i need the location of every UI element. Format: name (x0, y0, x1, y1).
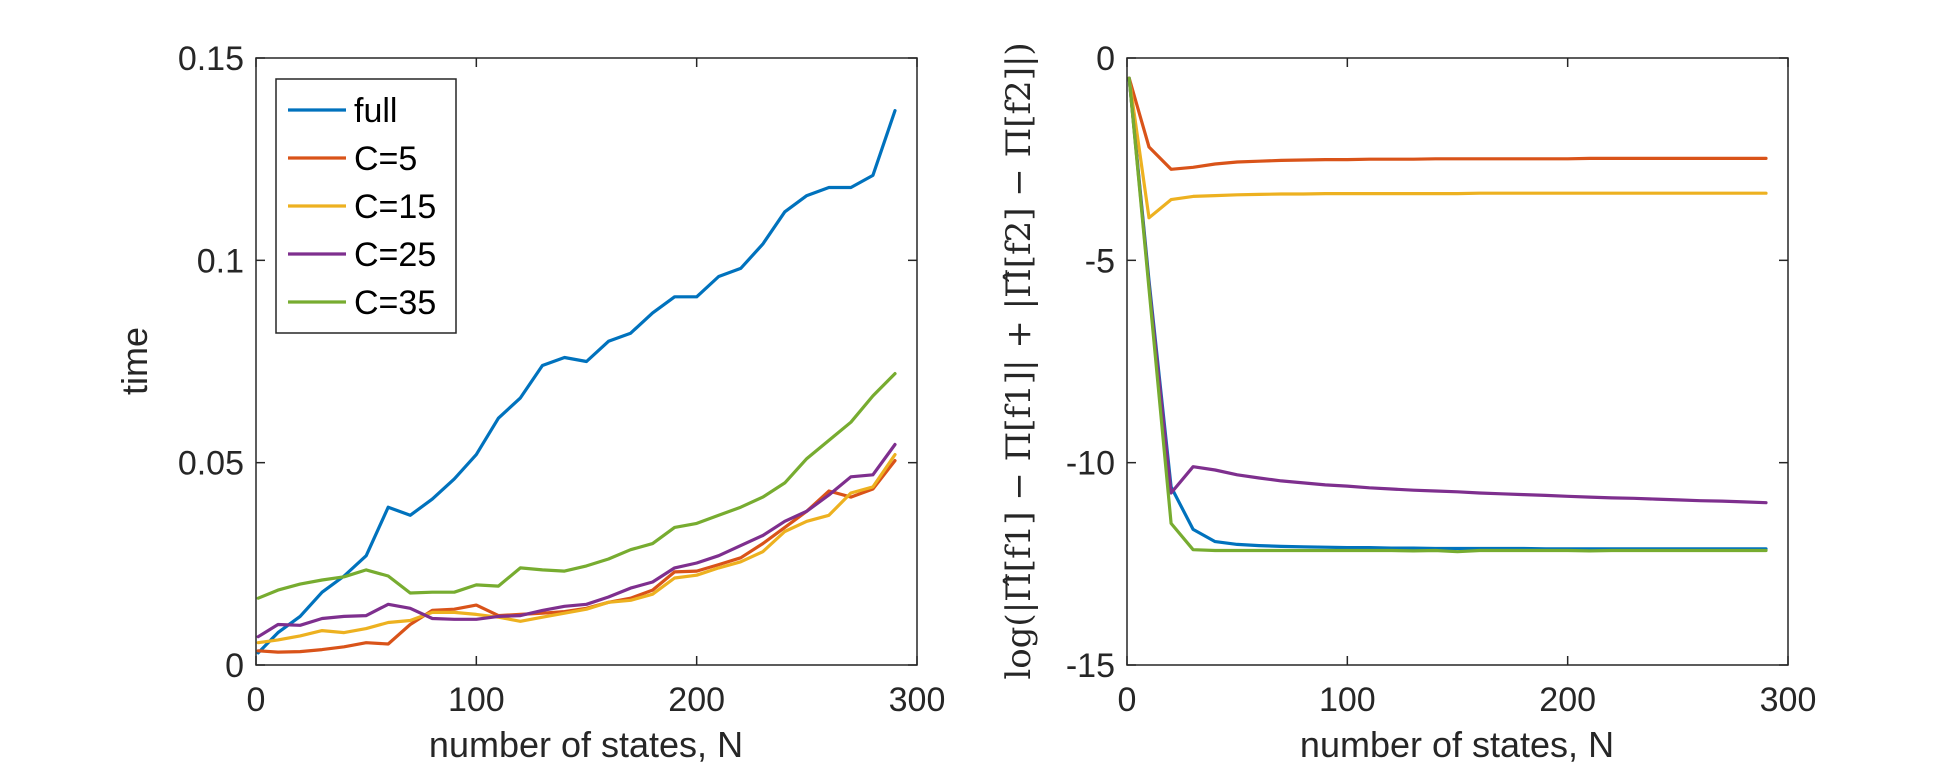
right-xtick-label: 100 (1319, 681, 1376, 719)
legend-label: C=35 (354, 284, 436, 322)
right-xtick-label: 0 (1118, 681, 1137, 719)
left-ytick-label: 0.05 (178, 445, 244, 483)
right-ytick-label: -15 (1066, 647, 1115, 685)
right-xtick-label: 300 (1760, 681, 1817, 719)
left-series-full (256, 108, 897, 655)
legend-label: C=25 (354, 236, 436, 274)
right-ticks: 0 100 200 300 -15 -10 -5 0 (1066, 40, 1817, 719)
legend: full C=5 C=15 C=25 C=35 (275, 78, 457, 334)
right-ytick-label: -5 (1085, 242, 1115, 280)
right-chart: 0 100 200 300-15-10-50 number of states, N … (999, 40, 1816, 765)
right-ytick-label: 0 (1096, 40, 1115, 78)
right-plot-box (1126, 57, 1789, 666)
left-xtick-label: 0 (247, 681, 266, 719)
left-xlabel: number of states, N (429, 724, 743, 765)
left-series-lines (256, 108, 897, 655)
right-series-c-15 (1127, 76, 1768, 220)
left-xtick-label: 300 (889, 681, 946, 719)
left-plot-box (255, 57, 918, 666)
right-ylabel: log(|Π̂[f1] − Π[f1]| + |Π̂[f2] − Π[f2]|) (999, 42, 1039, 679)
left-xtick-label: 200 (668, 681, 725, 719)
legend-items: full C=5 C=15 C=25 C=35 (288, 92, 436, 322)
right-series-c-25 (1127, 76, 1768, 505)
right-series-c-35 (1127, 76, 1768, 554)
left-ytick-label: 0.15 (178, 40, 244, 78)
left-ytick-label: 0.1 (197, 242, 244, 280)
left-series-c-25 (256, 442, 897, 639)
legend-label: full (354, 92, 397, 130)
right-xtick-label: 200 (1539, 681, 1596, 719)
right-series-lines (1127, 76, 1768, 554)
left-ticks: 0 100 200 300 0 0.05 0.1 0.15 (178, 40, 946, 719)
left-ytick-label: 0 (225, 647, 244, 685)
legend-label: C=15 (354, 188, 436, 226)
legend-label: C=5 (354, 140, 417, 178)
right-plot-area (1127, 58, 1788, 665)
left-series-c-35 (256, 372, 897, 600)
right-series-c-5 (1127, 76, 1768, 171)
left-series-c-15 (256, 453, 897, 645)
left-xtick-label: 100 (448, 681, 505, 719)
left-chart: 0 100 200 300 0 0.05 0.1 0.15 number of states,… (114, 40, 945, 765)
left-ylabel: time (114, 327, 155, 395)
right-xlabel: number of states, N (1300, 724, 1614, 765)
right-ytick-label: -10 (1066, 445, 1115, 483)
